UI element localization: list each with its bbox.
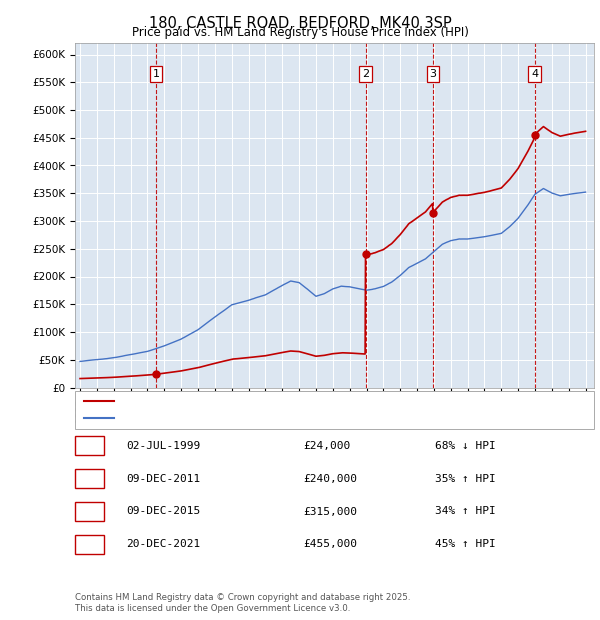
Text: HPI: Average price, semi-detached house, Bedford: HPI: Average price, semi-detached house,… xyxy=(120,414,371,423)
Text: 4: 4 xyxy=(531,69,538,79)
Text: 34% ↑ HPI: 34% ↑ HPI xyxy=(435,507,496,516)
Text: £240,000: £240,000 xyxy=(303,474,357,484)
Text: 2: 2 xyxy=(86,472,93,485)
Text: £315,000: £315,000 xyxy=(303,507,357,516)
Text: 2: 2 xyxy=(362,69,369,79)
Text: 09-DEC-2011: 09-DEC-2011 xyxy=(126,474,200,484)
Text: £455,000: £455,000 xyxy=(303,539,357,549)
Text: 4: 4 xyxy=(86,538,93,551)
Text: 02-JUL-1999: 02-JUL-1999 xyxy=(126,441,200,451)
Text: 45% ↑ HPI: 45% ↑ HPI xyxy=(435,539,496,549)
Text: 1: 1 xyxy=(152,69,160,79)
Text: Contains HM Land Registry data © Crown copyright and database right 2025.
This d: Contains HM Land Registry data © Crown c… xyxy=(75,593,410,613)
Text: 180, CASTLE ROAD, BEDFORD, MK40 3SP (semi-detached house): 180, CASTLE ROAD, BEDFORD, MK40 3SP (sem… xyxy=(120,396,445,406)
Text: 3: 3 xyxy=(430,69,436,79)
Text: 68% ↓ HPI: 68% ↓ HPI xyxy=(435,441,496,451)
Text: Price paid vs. HM Land Registry's House Price Index (HPI): Price paid vs. HM Land Registry's House … xyxy=(131,26,469,39)
Text: 35% ↑ HPI: 35% ↑ HPI xyxy=(435,474,496,484)
Text: 1: 1 xyxy=(86,440,93,452)
Text: 180, CASTLE ROAD, BEDFORD, MK40 3SP: 180, CASTLE ROAD, BEDFORD, MK40 3SP xyxy=(149,16,451,30)
Text: £24,000: £24,000 xyxy=(303,441,350,451)
Text: 3: 3 xyxy=(86,505,93,518)
Text: 09-DEC-2015: 09-DEC-2015 xyxy=(126,507,200,516)
Text: 20-DEC-2021: 20-DEC-2021 xyxy=(126,539,200,549)
